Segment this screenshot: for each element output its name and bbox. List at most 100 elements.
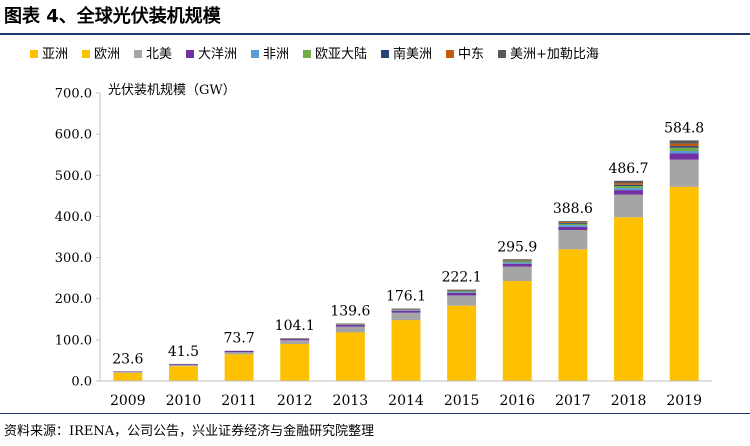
- bar-segment: [502, 266, 532, 282]
- bar-segment: [335, 323, 365, 325]
- bar-segment: [113, 371, 143, 373]
- x-tick-label: 2014: [388, 393, 424, 409]
- y-tick-label: 100.0: [55, 333, 92, 348]
- legend-swatch: [446, 50, 454, 58]
- total-label: 584.8: [664, 120, 704, 136]
- legend-swatch: [498, 50, 506, 58]
- bar-segment: [558, 221, 588, 223]
- bar-segment: [669, 186, 699, 381]
- bar-segment: [168, 366, 198, 381]
- legend-swatch: [82, 50, 90, 58]
- y-tick-label: 300.0: [55, 251, 92, 266]
- y-axis: 0.0 100.0 200.0 300.0 400.0 500.0 600.0 700.0: [55, 87, 101, 390]
- bar-segment: [502, 259, 532, 261]
- bar-segment: [447, 291, 477, 293]
- bar-segment: [280, 343, 310, 381]
- bar-segment: [335, 326, 365, 333]
- y-tick-label: 200.0: [55, 292, 92, 307]
- bar-segment: [447, 289, 477, 291]
- legend-label: 南美洲: [393, 46, 432, 62]
- bar-segment: [447, 292, 477, 296]
- bar-segment: [614, 190, 644, 195]
- source-rule: [0, 413, 750, 414]
- bar-segment: [614, 185, 644, 189]
- legend-swatch: [381, 50, 389, 58]
- total-label: 295.9: [497, 239, 537, 255]
- bar-segment: [558, 226, 588, 231]
- bar-segment: [391, 308, 421, 310]
- bar-segment: [168, 364, 198, 365]
- total-label: 73.7: [224, 331, 255, 347]
- bar-segment: [335, 325, 365, 327]
- legend-label: 大洋洲: [198, 47, 237, 62]
- y-tick-label: 500.0: [55, 169, 92, 184]
- bar-segment: [335, 332, 365, 381]
- y-tick-label: 700.0: [55, 87, 92, 102]
- bar-segment: [614, 183, 644, 185]
- y-tick-label: 600.0: [55, 128, 92, 143]
- bar-segment: [669, 151, 699, 154]
- title-rule: [0, 33, 750, 35]
- legend-label: 中东: [458, 47, 484, 62]
- x-tick-label: 2013: [333, 393, 369, 409]
- legend-label: 亚洲: [42, 47, 68, 62]
- bar-segment: [224, 352, 254, 355]
- x-tick-label: 2015: [444, 393, 480, 409]
- bar-segment: [391, 320, 421, 381]
- legend-swatch: [30, 50, 38, 58]
- bar-segment: [502, 261, 532, 263]
- total-label: 104.1: [275, 318, 315, 334]
- bar-segment: [447, 292, 477, 293]
- legend-label: 欧亚大陆: [315, 46, 367, 62]
- x-tick-label: 2018: [611, 393, 647, 409]
- x-tick-label: 2012: [277, 393, 313, 409]
- legend-swatch: [303, 50, 311, 58]
- bar-segment: [614, 194, 644, 218]
- legend-swatch: [251, 50, 259, 58]
- legend-label: 美洲+加勒比海: [510, 47, 599, 62]
- bar-segment: [669, 147, 699, 152]
- bar-segment: [113, 372, 143, 381]
- figure-title: 图表 4、全球光伏装机规模: [4, 6, 221, 27]
- bar-segment: [669, 159, 699, 187]
- x-tick-label: 2009: [110, 393, 146, 409]
- bar-segment: [224, 354, 254, 381]
- legend-swatch: [186, 50, 194, 58]
- bar-segment: [391, 310, 421, 313]
- bar-segment: [168, 364, 198, 367]
- bar-segment: [391, 312, 421, 321]
- bar-segment: [502, 281, 532, 381]
- source-note: 资料来源：IRENA，公司公告，兴业证券经济与金融研究院整理: [4, 424, 375, 439]
- bar-segment: [558, 249, 588, 381]
- bar-segment: [280, 339, 310, 341]
- stacked-bar-chart: 亚洲 欧洲 北美 大洋洲 非洲 欧亚大陆 南美洲 中东 美洲+加勒比海 光伏装机规模（GW） 0…: [30, 46, 712, 409]
- bar-stacks: [113, 140, 699, 381]
- bar-segment: [669, 146, 699, 148]
- total-label: 139.6: [330, 304, 370, 320]
- legend-swatch: [134, 50, 142, 58]
- y-tick-label: 400.0: [55, 210, 92, 225]
- bar-segment: [614, 217, 644, 381]
- chart-legend: 亚洲 欧洲 北美 大洋洲 非洲 欧亚大陆 南美洲 中东 美洲+加勒比海: [30, 46, 599, 62]
- bar-segment: [669, 153, 699, 160]
- bar-segment: [669, 143, 699, 147]
- bar-segment: [280, 340, 310, 344]
- x-tick-label: 2017: [555, 393, 591, 409]
- legend-label: 非洲: [263, 47, 289, 62]
- total-label: 176.1: [386, 289, 426, 305]
- total-labels: 23.6 41.5 73.7 104.1 139.6 176.1 222.1 295.9 388…: [112, 120, 704, 367]
- bar-segment: [614, 180, 644, 184]
- bar-segment: [502, 262, 532, 264]
- bar-segment: [447, 305, 477, 381]
- bar-segment: [558, 225, 588, 227]
- total-label: 41.5: [168, 344, 199, 360]
- bar-segment: [558, 223, 588, 226]
- legend-label: 北美: [146, 47, 172, 62]
- y-tick-label: 0.0: [71, 375, 92, 390]
- legend-label: 欧洲: [94, 47, 120, 62]
- total-label: 222.1: [442, 270, 482, 286]
- bar-segment: [558, 222, 588, 224]
- bar-segment: [447, 295, 477, 306]
- total-label: 23.6: [112, 351, 143, 367]
- x-tick-label: 2010: [166, 393, 202, 409]
